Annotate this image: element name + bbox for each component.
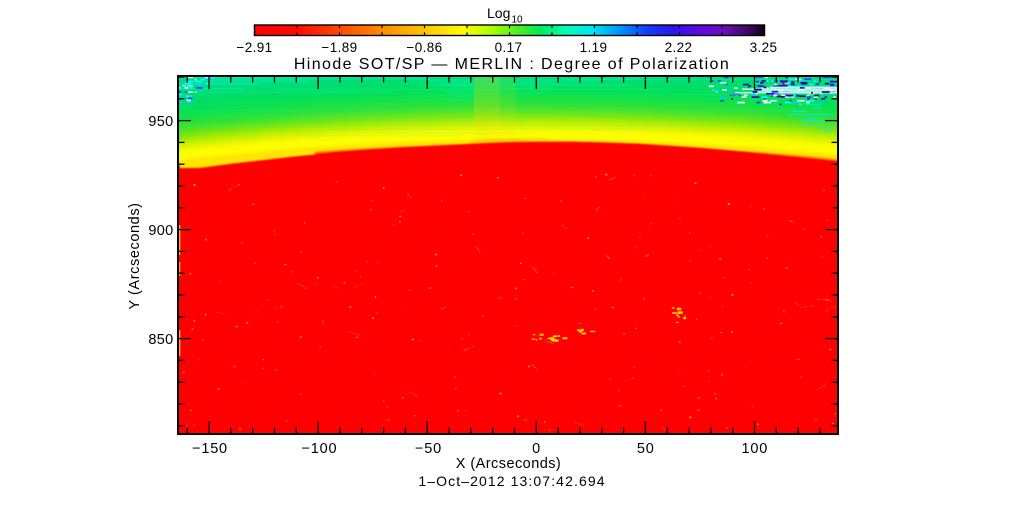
svg-text:1–Oct–2012 13:07:42.694: 1–Oct–2012 13:07:42.694 <box>418 473 605 489</box>
svg-text:2.22: 2.22 <box>665 40 693 55</box>
svg-text:−150: −150 <box>192 441 228 457</box>
svg-text:Y (Arcseconds): Y (Arcseconds) <box>127 202 143 309</box>
svg-text:50: 50 <box>637 441 655 457</box>
svg-text:−1.89: −1.89 <box>321 40 357 55</box>
svg-text:−100: −100 <box>301 441 337 457</box>
svg-text:−50: −50 <box>415 441 442 457</box>
svg-text:3.25: 3.25 <box>750 40 778 55</box>
svg-text:−2.91: −2.91 <box>236 40 272 55</box>
svg-text:−0.86: −0.86 <box>406 40 442 55</box>
svg-text:900: 900 <box>148 223 173 239</box>
svg-text:Hinode SOT/SP — MERLIN : Degre: Hinode SOT/SP — MERLIN : Degree of Polar… <box>294 56 730 73</box>
svg-text:850: 850 <box>148 332 173 348</box>
svg-text:10: 10 <box>512 15 524 26</box>
svg-text:1.19: 1.19 <box>580 40 608 55</box>
svg-text:950: 950 <box>148 114 173 130</box>
svg-text:X (Arcseconds): X (Arcseconds) <box>456 456 561 472</box>
svg-text:0: 0 <box>532 441 541 457</box>
svg-text:100: 100 <box>742 441 769 457</box>
svg-text:Log: Log <box>487 5 510 21</box>
svg-text:0.17: 0.17 <box>495 40 523 55</box>
